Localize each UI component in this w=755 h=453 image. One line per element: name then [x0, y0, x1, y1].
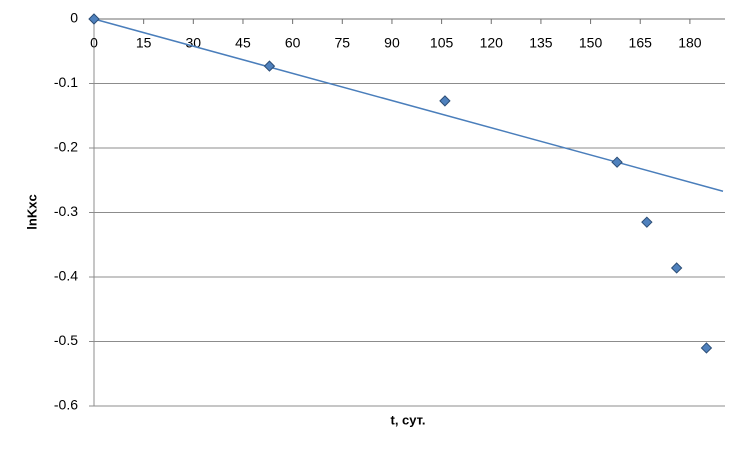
y-tick-label: -0.6 — [54, 397, 78, 413]
y-tick-label: -0.4 — [54, 268, 78, 284]
x-axis-title: t, сут. — [390, 412, 425, 427]
y-tick-label: -0.1 — [54, 74, 78, 90]
y-tick-label: 0 — [70, 10, 78, 26]
x-tick-label: 165 — [629, 35, 653, 51]
x-tick-label: 135 — [529, 35, 553, 51]
x-tick-label: 0 — [90, 35, 98, 51]
x-tick-label: 90 — [384, 35, 400, 51]
x-tick-label: 105 — [430, 35, 454, 51]
data-point — [670, 262, 683, 274]
x-tick-label: 45 — [235, 35, 251, 51]
x-tick-label: 120 — [480, 35, 504, 51]
x-tick-label: 150 — [579, 35, 603, 51]
data-point — [439, 95, 451, 107]
data-point — [88, 13, 100, 25]
y-tick-label: -0.3 — [54, 203, 78, 219]
x-tick-label: 75 — [335, 35, 351, 51]
y-tick-label: -0.5 — [54, 332, 78, 348]
data-point — [641, 216, 653, 228]
x-tick-label: 180 — [678, 35, 702, 51]
x-tick-label: 60 — [285, 35, 301, 51]
data-point — [263, 60, 276, 72]
y-tick-label: -0.2 — [54, 139, 78, 155]
y-axis-title: lnKxc — [24, 194, 39, 229]
data-point — [611, 156, 623, 168]
data-point — [700, 342, 713, 354]
x-tick-label: 15 — [136, 35, 152, 51]
